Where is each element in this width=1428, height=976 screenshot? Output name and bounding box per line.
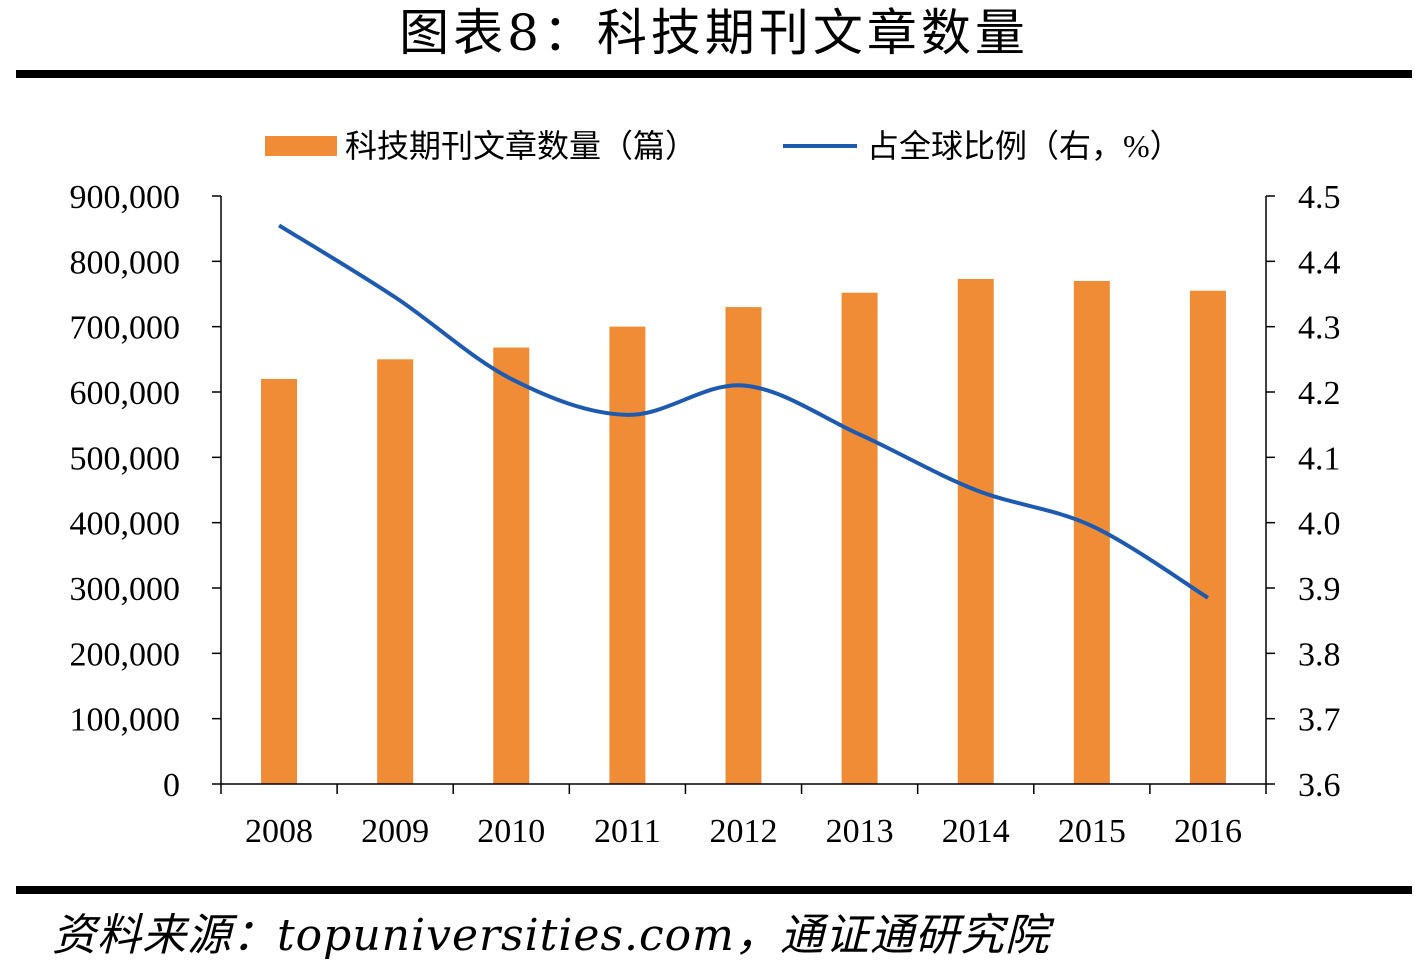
right-tick-label: 4.0 — [1298, 506, 1341, 543]
x-tick-label-2010: 2010 — [477, 813, 545, 850]
left-tick-label: 200,000 — [70, 636, 181, 673]
right-tick-label: 3.8 — [1298, 636, 1341, 673]
chart: 0 100,000 200,000 300,000 400,000 500,000 600,… — [70, 128, 1341, 850]
right-tick-label: 4.4 — [1298, 244, 1341, 281]
bar-2013 — [841, 292, 878, 784]
right-tick-label: 3.6 — [1298, 767, 1341, 804]
x-tick-label-2013: 2013 — [826, 813, 894, 850]
x-tick-label-2016: 2016 — [1174, 813, 1242, 850]
top-rule — [16, 70, 1412, 78]
share-line — [278, 223, 1209, 600]
right-tick-label: 4.2 — [1298, 375, 1341, 412]
x-tick-label-2014: 2014 — [942, 813, 1010, 850]
right-tick-label: 3.9 — [1298, 571, 1341, 608]
right-tick-label: 4.3 — [1298, 310, 1341, 347]
bar-2010 — [493, 347, 530, 784]
x-tick-label-2009: 2009 — [361, 813, 429, 850]
left-tick-label: 100,000 — [70, 702, 181, 739]
x-tick-label-2015: 2015 — [1058, 813, 1126, 850]
bar-2009 — [377, 359, 414, 784]
left-tick-label: 900,000 — [70, 179, 181, 216]
right-tick-label: 4.5 — [1298, 179, 1341, 216]
bar-2016 — [1189, 290, 1226, 784]
bar-2011 — [609, 326, 646, 784]
bar-2012 — [725, 307, 762, 784]
right-tick-label: 3.7 — [1298, 702, 1341, 739]
left-tick-label: 300,000 — [70, 571, 181, 608]
x-tick-label-2008: 2008 — [245, 813, 313, 850]
source-note: 资料来源：topuniversities.com，通证通研究院 — [52, 910, 1050, 961]
x-tick-label-2012: 2012 — [710, 813, 778, 850]
legend-swatch-bar — [265, 136, 337, 156]
legend-label-bar: 科技期刊文章数量（篇） — [345, 128, 697, 164]
left-tick-label: 600,000 — [70, 375, 181, 412]
figure-title: 图表8：科技期刊文章数量 — [399, 4, 1029, 62]
bar-2008 — [261, 378, 298, 784]
left-tick-label: 400,000 — [70, 506, 181, 543]
left-tick-label: 500,000 — [70, 440, 181, 477]
left-tick-label: 700,000 — [70, 310, 181, 347]
bottom-rule — [16, 886, 1412, 894]
x-tick-label-2011: 2011 — [594, 813, 661, 850]
left-tick-label: 800,000 — [70, 244, 181, 281]
legend-label-line: 占全球比例（右，%） — [867, 128, 1182, 164]
right-tick-label: 4.1 — [1298, 440, 1341, 477]
left-tick-label: 0 — [163, 767, 180, 804]
bar-2014 — [957, 278, 994, 784]
